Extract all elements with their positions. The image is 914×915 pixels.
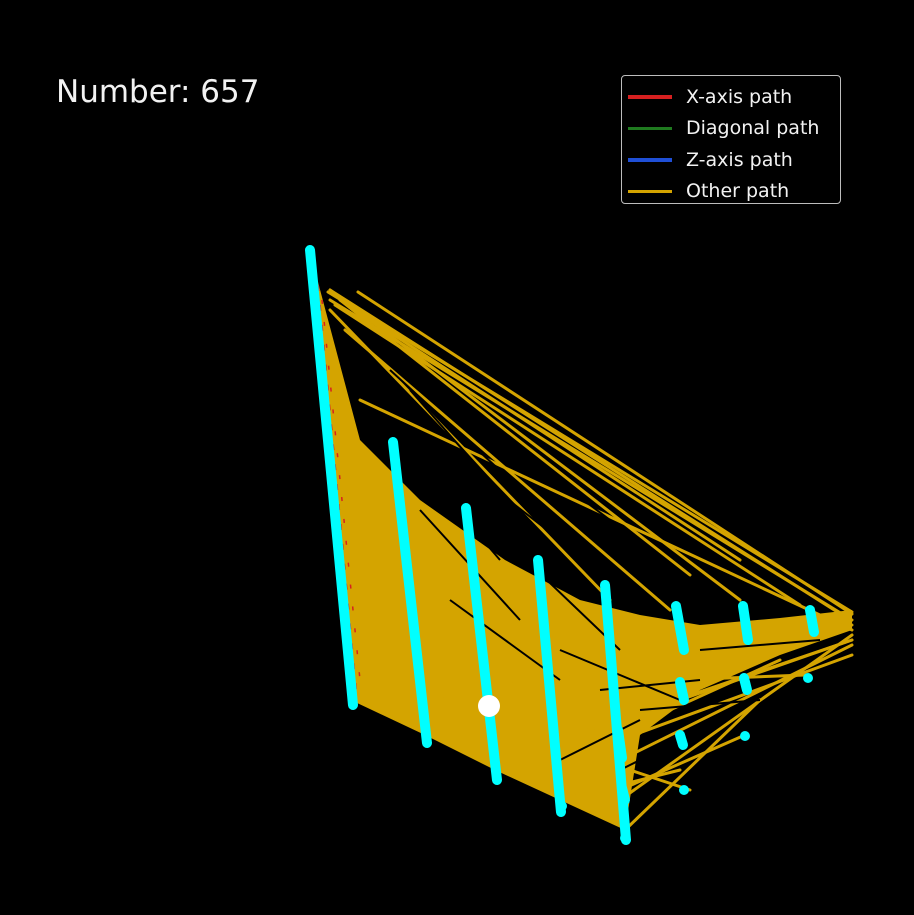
node-point xyxy=(679,785,689,795)
node-column xyxy=(533,555,566,817)
current-node-highlight xyxy=(478,695,500,717)
legend: X-axis path Diagonal path Z-axis path Ot… xyxy=(621,75,841,204)
node-point xyxy=(620,833,630,843)
legend-swatch-diagonal-path xyxy=(628,126,672,130)
other-path-region xyxy=(318,282,852,830)
path-gap xyxy=(469,469,651,611)
other-path-line xyxy=(328,288,852,622)
path-gap xyxy=(504,539,621,651)
path-gap xyxy=(369,339,691,581)
legend-item-other-path: Other path xyxy=(628,176,840,208)
other-path-fan xyxy=(318,282,852,830)
path-gap xyxy=(379,419,501,561)
path-gap xyxy=(449,599,561,681)
number-counter: Number: 657 xyxy=(56,74,260,110)
highlight-node xyxy=(478,695,500,717)
node-point xyxy=(740,731,750,741)
node-column xyxy=(738,601,753,645)
node-point xyxy=(803,673,813,683)
legend-item-z-axis-path: Z-axis path xyxy=(628,144,840,176)
other-path-line xyxy=(618,653,854,742)
node-column xyxy=(675,730,688,750)
node-column xyxy=(388,437,432,748)
legend-label-x-axis-path: X-axis path xyxy=(686,85,793,108)
node-column xyxy=(617,783,630,805)
other-path-line xyxy=(358,398,854,632)
path-gap xyxy=(699,639,821,651)
node-column xyxy=(613,725,627,763)
path-gap xyxy=(444,429,601,601)
node-column xyxy=(675,677,689,705)
node-column xyxy=(805,605,819,637)
other-path-line xyxy=(338,298,742,562)
legend-swatch-x-axis-path xyxy=(628,95,672,99)
legend-item-diagonal-path: Diagonal path xyxy=(628,113,840,145)
legend-swatch-other-path xyxy=(628,189,672,193)
legend-label-z-axis-path: Z-axis path xyxy=(686,148,793,171)
other-path-line xyxy=(356,290,854,616)
node-column xyxy=(305,245,358,710)
path-gap xyxy=(689,689,741,711)
other-path-line xyxy=(328,308,612,602)
legend-swatch-z-axis-path xyxy=(628,158,672,162)
legend-label-other-path: Other path xyxy=(686,180,790,203)
other-path-line xyxy=(338,298,692,577)
other-path-lines xyxy=(326,288,854,832)
other-path-line xyxy=(328,288,742,602)
other-path-line xyxy=(678,638,854,702)
legend-label-diagonal-path: Diagonal path xyxy=(686,117,820,140)
node-column xyxy=(671,601,689,655)
node-column xyxy=(739,673,752,695)
node-point xyxy=(557,801,567,811)
path-gap xyxy=(619,729,701,771)
path-gap xyxy=(559,719,641,761)
path-gap xyxy=(389,369,621,581)
other-path-line xyxy=(623,698,762,832)
legend-item-x-axis-path: X-axis path xyxy=(628,81,840,113)
path-gap xyxy=(559,649,681,701)
other-path-line xyxy=(333,303,802,607)
node-columns xyxy=(305,245,819,845)
node-column xyxy=(461,503,502,785)
